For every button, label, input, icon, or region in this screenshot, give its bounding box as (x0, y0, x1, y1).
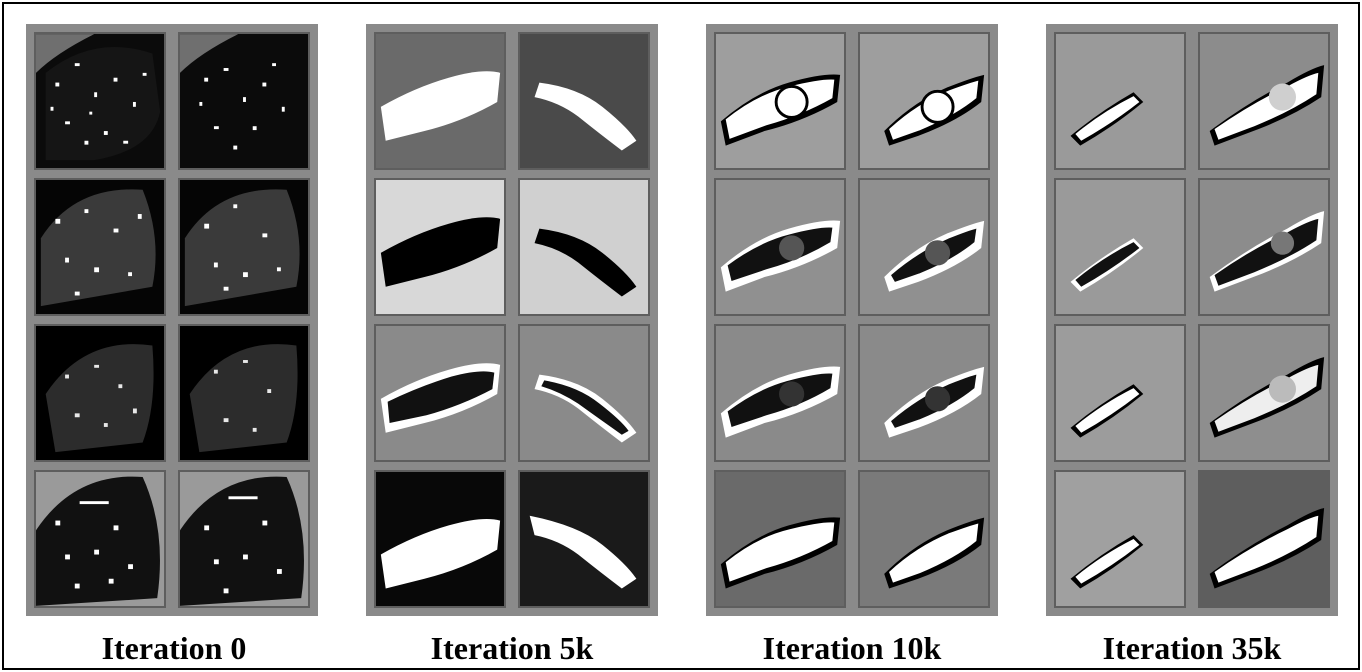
feature-map (178, 178, 310, 316)
feature-map (714, 470, 846, 608)
feature-map (178, 324, 310, 462)
feature-map (714, 32, 846, 170)
feature-map-grid (1054, 32, 1330, 608)
panel-iteration-10k (706, 24, 998, 616)
feature-map-grid (374, 32, 650, 608)
feature-map (374, 470, 506, 608)
panel-caption: Iteration 0 (101, 630, 247, 666)
feature-map (374, 178, 506, 316)
feature-map (34, 178, 166, 316)
feature-map (1054, 470, 1186, 608)
feature-map (858, 32, 990, 170)
feature-map (178, 32, 310, 170)
feature-map (1198, 324, 1330, 462)
feature-map (518, 324, 650, 462)
panel-caption: Iteration 10k (762, 630, 942, 666)
feature-map (1198, 32, 1330, 170)
feature-map (858, 178, 990, 316)
feature-map (518, 178, 650, 316)
panel-caption: Iteration 35k (1102, 630, 1282, 666)
feature-map-grid (714, 32, 990, 608)
feature-map (1054, 32, 1186, 170)
feature-map (858, 324, 990, 462)
feature-map (714, 178, 846, 316)
feature-map (374, 32, 506, 170)
feature-map-grid (34, 32, 310, 608)
feature-map (34, 470, 166, 608)
feature-map (714, 324, 846, 462)
feature-map (858, 470, 990, 608)
feature-map (34, 32, 166, 170)
feature-map (1054, 324, 1186, 462)
feature-map (1198, 178, 1330, 316)
feature-map (374, 324, 506, 462)
panel-iteration-5k (366, 24, 658, 616)
feature-map (178, 470, 310, 608)
feature-map (518, 32, 650, 170)
panel-caption: Iteration 5k (430, 630, 594, 666)
feature-map (1054, 178, 1186, 316)
feature-map (1198, 470, 1330, 608)
panel-iteration-35k (1046, 24, 1338, 616)
feature-map (34, 324, 166, 462)
feature-map (518, 470, 650, 608)
panel-iteration-0 (26, 24, 318, 616)
